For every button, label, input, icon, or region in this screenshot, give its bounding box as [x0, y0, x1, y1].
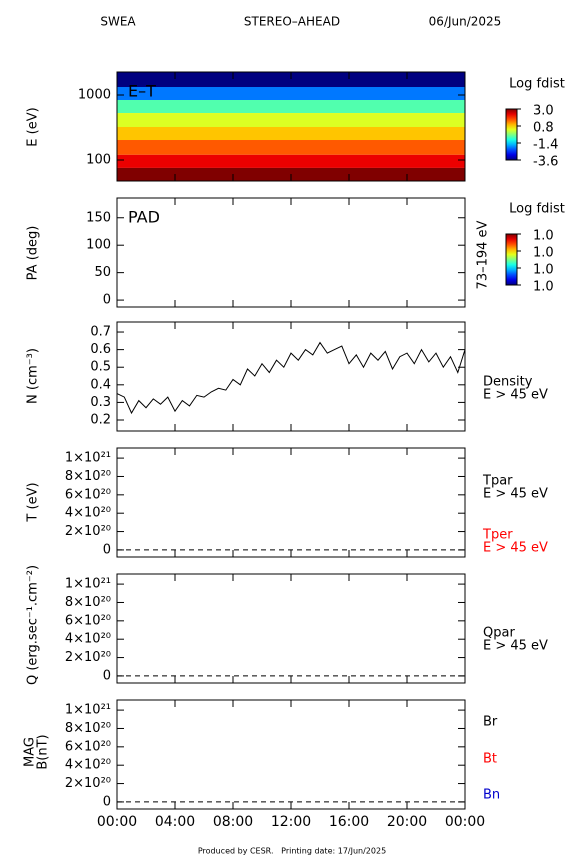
data-line — [116, 341, 466, 415]
y-tick-label: 1×10²¹ — [65, 703, 111, 718]
y-tick-label: 1×10²¹ — [65, 577, 111, 592]
panel-label: E–T — [128, 82, 156, 101]
legend-label: E > 45 eV — [483, 487, 548, 502]
legend-name: Qpar — [483, 626, 515, 641]
spectrogram-band — [117, 140, 465, 155]
y-tick-label: 0 — [103, 668, 111, 683]
y-tick-label: 2×10²⁰ — [65, 524, 111, 539]
x-tick-label: 00:00 — [97, 814, 137, 830]
y-axis-label: Q (erg.sec⁻¹.cm⁻²) — [26, 565, 41, 685]
y-axis-label: PA (deg) — [26, 226, 41, 281]
y-axis-label: T (eV) — [26, 482, 41, 522]
header-center: STEREO–AHEAD — [244, 15, 340, 29]
panel-label: PAD — [128, 208, 160, 227]
colorbar — [505, 233, 518, 286]
spectrogram-band — [117, 99, 465, 114]
legend-name: Tpar — [482, 474, 513, 489]
y-axis-label: E (eV) — [26, 107, 41, 146]
spectrogram-band — [117, 72, 465, 88]
y-tick-label: 0 — [103, 794, 111, 809]
spectrogram-band — [117, 113, 465, 127]
spectrogram-band — [117, 126, 465, 141]
y-tick-label: 6×10²⁰ — [65, 487, 111, 502]
y-tick-label: 8×10²⁰ — [65, 469, 111, 484]
y-axis-label: B(nT) — [36, 734, 51, 769]
y-tick-label: 1000 — [78, 88, 111, 103]
y-axis-label: MAG — [23, 737, 38, 767]
y-tick-label: 0.3 — [90, 395, 111, 410]
colorbar-title: Log fdist — [509, 202, 565, 217]
colorbar-tick-label: 1.0 — [533, 246, 554, 261]
y-tick-label: 1×10²¹ — [65, 451, 111, 466]
colorbar-tick-label: 1.0 — [533, 229, 554, 244]
colorbar-tick-label: 3.0 — [533, 104, 554, 119]
y-tick-label: 4×10²⁰ — [65, 506, 111, 521]
y-tick-label: 0.6 — [90, 342, 111, 357]
y-tick-label: 6×10²⁰ — [65, 613, 111, 628]
x-tick-label: 12:00 — [271, 814, 311, 830]
y-tick-label: 0 — [103, 293, 111, 308]
legend-label: E > 45 eV — [483, 639, 548, 654]
colorbar-title: Log fdist — [509, 77, 565, 92]
side-label: 73–194 eV — [476, 220, 491, 289]
y-tick-label: 50 — [94, 265, 111, 280]
y-tick-label: 8×10²⁰ — [65, 595, 111, 610]
legend-label: E > 45 eV — [483, 541, 548, 556]
colorbar-tick-label: -3.6 — [533, 155, 558, 170]
panel-frame — [116, 699, 466, 810]
legend-name: Br — [483, 715, 498, 730]
y-axis-label: N (cm⁻³) — [26, 348, 41, 404]
panel-frame — [116, 321, 466, 432]
y-tick-label: 4×10²⁰ — [65, 632, 111, 647]
colorbar-tick-label: 0.8 — [533, 121, 554, 136]
y-tick-label: 0.7 — [90, 325, 111, 340]
header-left: SWEA — [100, 15, 136, 29]
y-tick-label: 2×10²⁰ — [65, 650, 111, 665]
y-tick-label: 0.5 — [90, 360, 111, 375]
y-tick-label: 4×10²⁰ — [65, 758, 111, 773]
x-tick-label: 08:00 — [213, 814, 253, 830]
colorbar-tick-label: 1.0 — [533, 280, 554, 295]
colorbar-tick-label: -1.4 — [533, 138, 558, 153]
legend-name: Density — [483, 375, 533, 390]
legend-name: Bn — [483, 788, 500, 803]
y-tick-label: 0.2 — [90, 413, 111, 428]
colorbar — [505, 108, 518, 161]
spectrogram-band — [117, 87, 465, 100]
panel-frame — [116, 573, 466, 684]
y-tick-label: 6×10²⁰ — [65, 739, 111, 754]
x-tick-label: 16:00 — [329, 814, 369, 830]
legend-label: E > 45 eV — [483, 388, 548, 403]
x-tick-label: 04:00 — [155, 814, 195, 830]
y-tick-label: 150 — [86, 210, 111, 225]
y-tick-label: 100 — [86, 238, 111, 253]
panel-frame — [116, 197, 466, 308]
y-tick-label: 2×10²⁰ — [65, 776, 111, 791]
y-tick-label: 8×10²⁰ — [65, 721, 111, 736]
colorbar-tick-label: 1.0 — [533, 263, 554, 278]
header-right: 06/Jun/2025 — [429, 15, 502, 29]
legend-name: Bt — [483, 752, 497, 767]
panel-frame — [116, 447, 466, 558]
footer: Produced by CESR. Printing date: 17/Jun/… — [198, 847, 386, 856]
y-tick-label: 0.4 — [90, 377, 111, 392]
spectrogram-band — [117, 154, 465, 168]
y-tick-label: 100 — [86, 152, 111, 167]
y-tick-label: 0 — [103, 542, 111, 557]
x-tick-label: 20:00 — [387, 814, 427, 830]
legend-name: Tper — [482, 528, 513, 543]
x-tick-label: 00:00 — [445, 814, 485, 830]
